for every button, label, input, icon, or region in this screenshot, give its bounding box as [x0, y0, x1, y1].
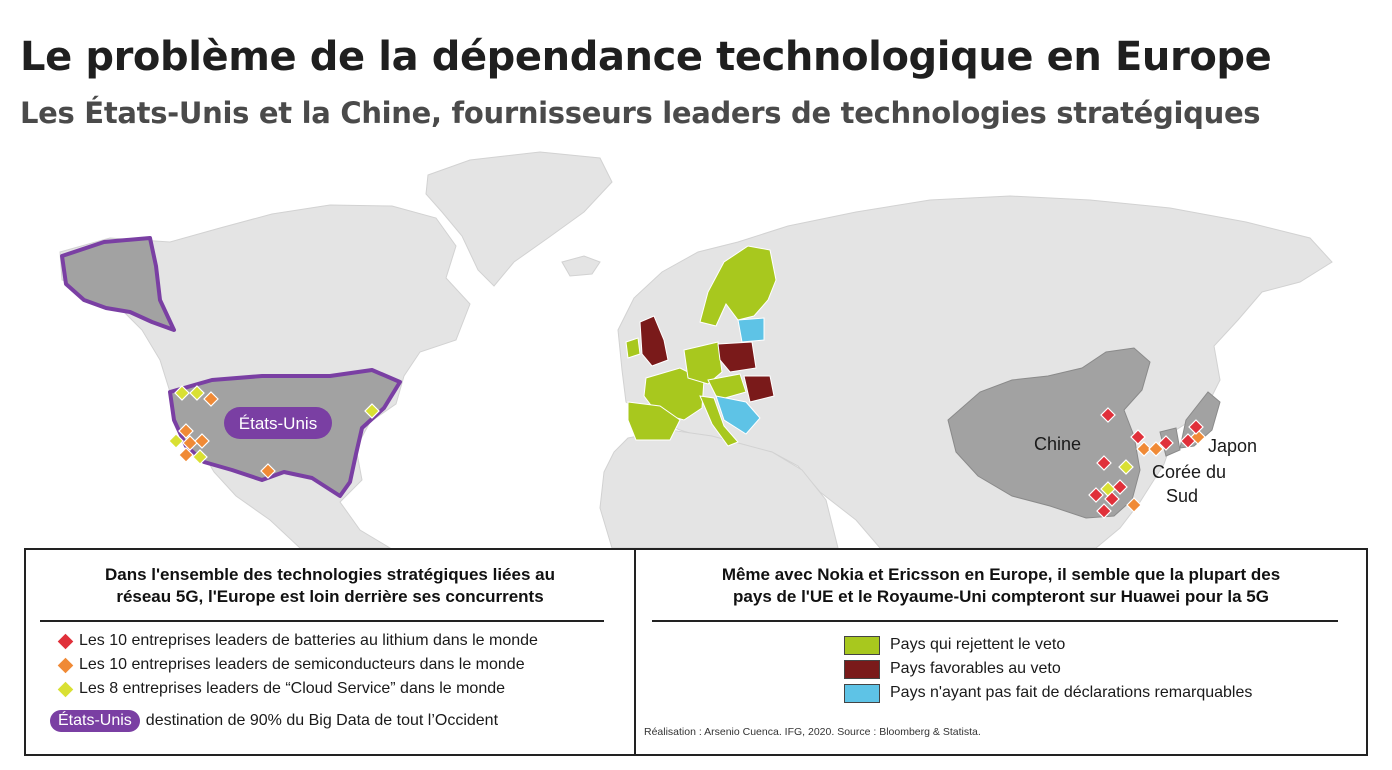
marker-semiconductor-asia — [1136, 441, 1152, 457]
orange-diamond-icon — [57, 657, 74, 673]
legend-usa-text: destination de 90% du Big Data de tout l… — [145, 712, 499, 729]
marker-semiconductor-us — [194, 433, 210, 449]
china-label: Chine — [1034, 434, 1081, 454]
marker-cloud-us — [168, 433, 184, 449]
country-none-balkans — [715, 395, 761, 435]
marker-cloud-us — [192, 449, 208, 465]
legend-item-cloud: Les 8 entreprises leaders de “Cloud Serv… — [57, 678, 506, 700]
country-reject-germany — [683, 341, 723, 385]
usa-region: États-Unis — [60, 236, 402, 498]
legend-right-divider — [652, 620, 1338, 622]
legend-item-no-statement: Pays n'ayant pas fait de déclarations re… — [844, 682, 1252, 704]
legend-left-heading: Dans l'ensemble des technologies stratég… — [105, 565, 555, 606]
marker-lithium-asia — [1088, 487, 1104, 503]
yellow-diamond-icon — [57, 681, 74, 697]
marker-lithium-asia — [1100, 407, 1116, 423]
country-reject-ireland — [625, 337, 641, 359]
dark-red-swatch-icon — [844, 659, 880, 679]
country-favor-romania — [743, 375, 775, 403]
legend-left-divider — [40, 620, 604, 622]
marker-lithium-asia — [1188, 419, 1204, 435]
marker-semiconductor-asia — [1148, 441, 1164, 457]
map-place-labels: Chine Japon Corée du Sud — [1034, 434, 1257, 506]
korea-label-line1: Corée du — [1152, 462, 1226, 482]
marker-lithium-asia — [1130, 429, 1146, 445]
country-favor-poland — [717, 341, 757, 373]
map-subtitle: Les États-Unis et la Chine, fournisseurs… — [20, 96, 1261, 130]
marker-lithium-asia — [1112, 479, 1128, 495]
usa-pill: États-Unis — [50, 710, 140, 732]
legend-item-veto-favor: Pays favorables au veto — [844, 658, 1061, 680]
legend-item-label: Pays favorables au veto — [890, 660, 1061, 677]
country-reject-italy — [699, 395, 739, 447]
europe-countries — [625, 245, 777, 447]
legend-item-label: Les 8 entreprises leaders de “Cloud Serv… — [79, 680, 506, 697]
light-blue-swatch-icon — [844, 683, 880, 703]
legend-item-usa: États-Unis destination de 90% du Big Dat… — [50, 710, 499, 732]
iceland-landmass — [561, 255, 601, 277]
legend-left-panel: Dans l'ensemble des technologies stratég… — [26, 550, 636, 754]
red-diamond-icon — [57, 633, 74, 649]
marker-lithium-asia — [1104, 491, 1120, 507]
marker-semiconductor-us — [203, 391, 219, 407]
marker-lithium-asia — [1158, 435, 1174, 451]
marker-lithium-asia — [1096, 503, 1112, 519]
japan — [1179, 391, 1221, 449]
map-title: Le problème de la dépendance technologiq… — [20, 34, 1272, 80]
alaska — [60, 236, 176, 332]
country-none-baltics — [737, 317, 765, 343]
legend-item-veto-reject: Pays qui rejettent le veto — [844, 634, 1065, 656]
marker-cloud-us — [174, 385, 190, 401]
legend-right-heading: Même avec Nokia et Ericsson en Europe, i… — [721, 565, 1281, 606]
marker-cloud-asia — [1118, 459, 1134, 475]
legend-box: Dans l'ensemble des technologies stratég… — [24, 548, 1368, 756]
country-reject-central — [707, 373, 747, 401]
marker-semiconductor-asia — [1190, 429, 1206, 445]
source-credit: Réalisation : Arsenio Cuenca. IFG, 2020.… — [644, 726, 981, 738]
country-favor-uk — [639, 315, 669, 367]
legend-item-lithium: Les 10 entreprises leaders de batteries … — [57, 630, 538, 652]
usa-label-pill — [224, 407, 332, 439]
marker-semiconductor-us — [260, 463, 276, 479]
marker-cloud-us — [364, 403, 380, 419]
legend-item-label: Pays qui rejettent le veto — [890, 636, 1066, 653]
usa-label: États-Unis — [239, 414, 317, 433]
greenland-landmass — [425, 151, 613, 287]
green-swatch-icon — [844, 635, 880, 655]
east-asia — [947, 347, 1221, 519]
china — [947, 347, 1151, 519]
country-reject-iberia — [627, 401, 681, 441]
japan-label: Japon — [1208, 436, 1257, 456]
marker-semiconductor-asia — [1126, 497, 1142, 513]
africa-landmass — [599, 429, 839, 549]
legend-item-semiconductor: Les 10 entreprises leaders de semiconduc… — [57, 654, 525, 676]
marker-cloud-us — [189, 385, 205, 401]
marker-lithium-asia — [1096, 455, 1112, 471]
world-map: États-Unis Chine Japon Corée du Sud — [59, 151, 1333, 549]
legend-item-label: Pays n'ayant pas fait de déclarations re… — [890, 684, 1253, 701]
marker-semiconductor-us — [178, 423, 194, 439]
legend-item-label: Les 10 entreprises leaders de batteries … — [79, 632, 538, 649]
legend-right-panel: Même avec Nokia et Ericsson en Europe, i… — [636, 550, 1366, 754]
country-reject-scandinavia — [699, 245, 777, 327]
korea-label-line2: Sud — [1166, 486, 1198, 506]
legend-item-label: Les 10 entreprises leaders de semiconduc… — [79, 656, 525, 673]
company-markers — [168, 385, 1206, 519]
marker-semiconductor-us — [178, 447, 194, 463]
